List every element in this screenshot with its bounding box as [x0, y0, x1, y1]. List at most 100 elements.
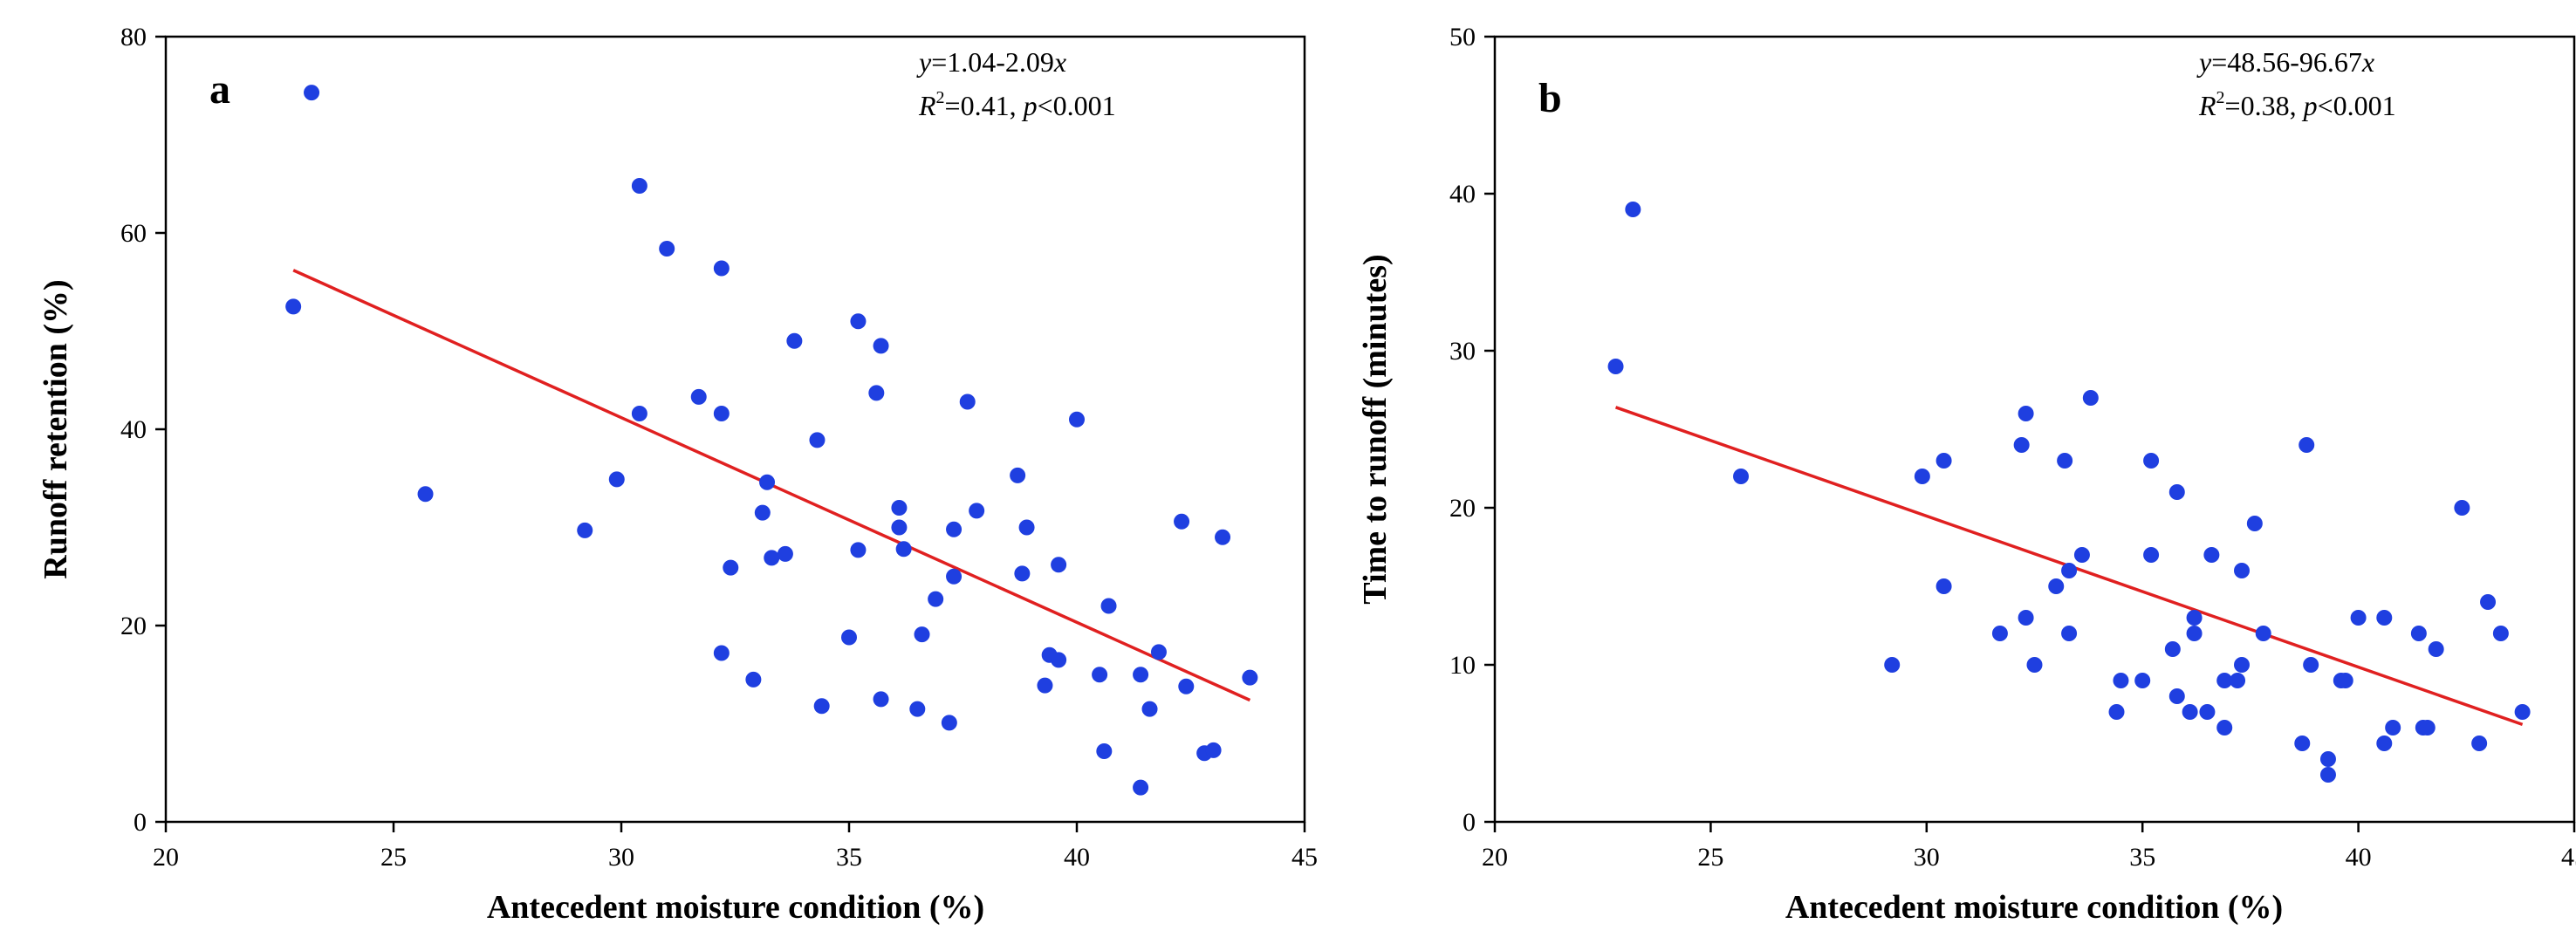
data-point [2514, 704, 2531, 720]
data-point [2234, 657, 2251, 673]
data-point [2143, 547, 2160, 563]
data-point [2113, 673, 2129, 688]
y-axis-title-b: Time to runoff (minutes) [1357, 254, 1394, 604]
x-tick-label: 35 [2129, 843, 2155, 872]
y-tick-label: 0 [1463, 808, 1476, 837]
data-point [713, 260, 730, 277]
data-point [745, 671, 762, 688]
equation-x-var: x [1053, 46, 1066, 78]
data-point [2319, 751, 2336, 767]
data-point [2216, 673, 2233, 688]
data-point [895, 541, 912, 558]
r-var: R [918, 90, 936, 121]
data-point [2182, 704, 2198, 720]
data-point [577, 522, 593, 538]
data-point [1884, 657, 1901, 673]
data-point [2203, 547, 2220, 563]
data-point [2186, 610, 2203, 626]
data-point [2255, 626, 2271, 641]
data-point [2303, 657, 2319, 673]
data-point [1914, 469, 1930, 484]
panel-label-a: a [209, 66, 230, 113]
y-tick-label: 20 [1449, 494, 1476, 523]
data-point [2108, 704, 2125, 720]
x-axis-title-b: Antecedent moisture condition (%) [1785, 889, 2283, 926]
y-tick-label: 20 [120, 612, 147, 640]
p-var: p [2302, 90, 2318, 121]
data-point [754, 504, 771, 521]
stats-a: R2=0.41, p<0.001 [918, 88, 1116, 121]
panel-label-b: b [1538, 75, 1562, 121]
data-point [1174, 513, 1190, 530]
data-point [1625, 202, 1641, 217]
data-point [2454, 500, 2470, 516]
data-point [713, 406, 730, 421]
y-axis-title-a: Runoff retention (%) [38, 279, 74, 578]
data-point [2073, 547, 2090, 563]
data-point [946, 521, 963, 537]
data-point [2061, 563, 2078, 578]
data-point [2026, 657, 2043, 673]
data-point [2057, 453, 2073, 469]
y-tick-label: 30 [1449, 337, 1476, 366]
data-point [608, 471, 625, 488]
data-point [2013, 437, 2030, 453]
data-point [713, 645, 730, 661]
data-point [2234, 563, 2251, 578]
r-exponent: 2 [2216, 88, 2225, 107]
data-point [1133, 667, 1149, 683]
data-point [941, 715, 957, 731]
x-axis-title-a: Antecedent moisture condition (%) [487, 889, 984, 926]
data-point [2480, 594, 2497, 610]
data-point [1069, 411, 1085, 428]
data-point [631, 406, 647, 421]
data-point [2199, 704, 2216, 720]
data-point [946, 568, 963, 585]
r-value: =0.38, [2225, 90, 2304, 121]
tick-group-b: 20 25 30 35 40 45 0 10 20 30 40 50 [1449, 23, 2576, 872]
data-point [841, 629, 857, 646]
y-tick-label: 40 [120, 415, 147, 444]
data-point [2134, 673, 2151, 688]
data-point [2143, 453, 2160, 469]
panel-b: 20 25 30 35 40 45 0 10 20 30 40 50 b y=48.56-96.67x… [1357, 23, 2576, 926]
equation-y-var: y [2196, 46, 2212, 78]
x-tick-label: 20 [1482, 843, 1508, 872]
data-point [2168, 484, 2185, 500]
data-point [1178, 678, 1195, 694]
data-point [2376, 735, 2393, 751]
data-point [2471, 735, 2488, 751]
r-var: R [2198, 90, 2216, 121]
y-tick-label: 80 [120, 23, 147, 51]
data-point [1051, 557, 1067, 573]
data-point [1014, 565, 1031, 582]
data-point [1096, 743, 1113, 759]
x-tick-label: 35 [836, 843, 862, 872]
data-point [1935, 578, 1952, 594]
y-tick-label: 60 [120, 219, 147, 248]
data-point [2294, 735, 2311, 751]
y-tick-label: 40 [1449, 180, 1476, 209]
data-point [2410, 626, 2427, 641]
plot-frame-b [1493, 35, 2576, 824]
data-point [2376, 610, 2393, 626]
x-tick-label: 30 [608, 843, 634, 872]
data-point [891, 519, 908, 536]
data-point [2319, 767, 2336, 783]
data-point [2048, 578, 2065, 594]
data-point [2186, 626, 2203, 641]
equation-x-var: x [2361, 46, 2374, 78]
equation-rhs: =1.04-2.09 [931, 46, 1054, 78]
data-point [631, 178, 647, 194]
r-exponent: 2 [936, 88, 945, 107]
data-point [2385, 720, 2401, 735]
x-tick-label: 45 [2561, 843, 2576, 872]
data-point [690, 388, 707, 405]
data-point [1607, 359, 1624, 374]
equation-rhs: =48.56-96.67 [2211, 46, 2362, 78]
data-point [1010, 467, 1026, 483]
data-point [2337, 673, 2353, 688]
